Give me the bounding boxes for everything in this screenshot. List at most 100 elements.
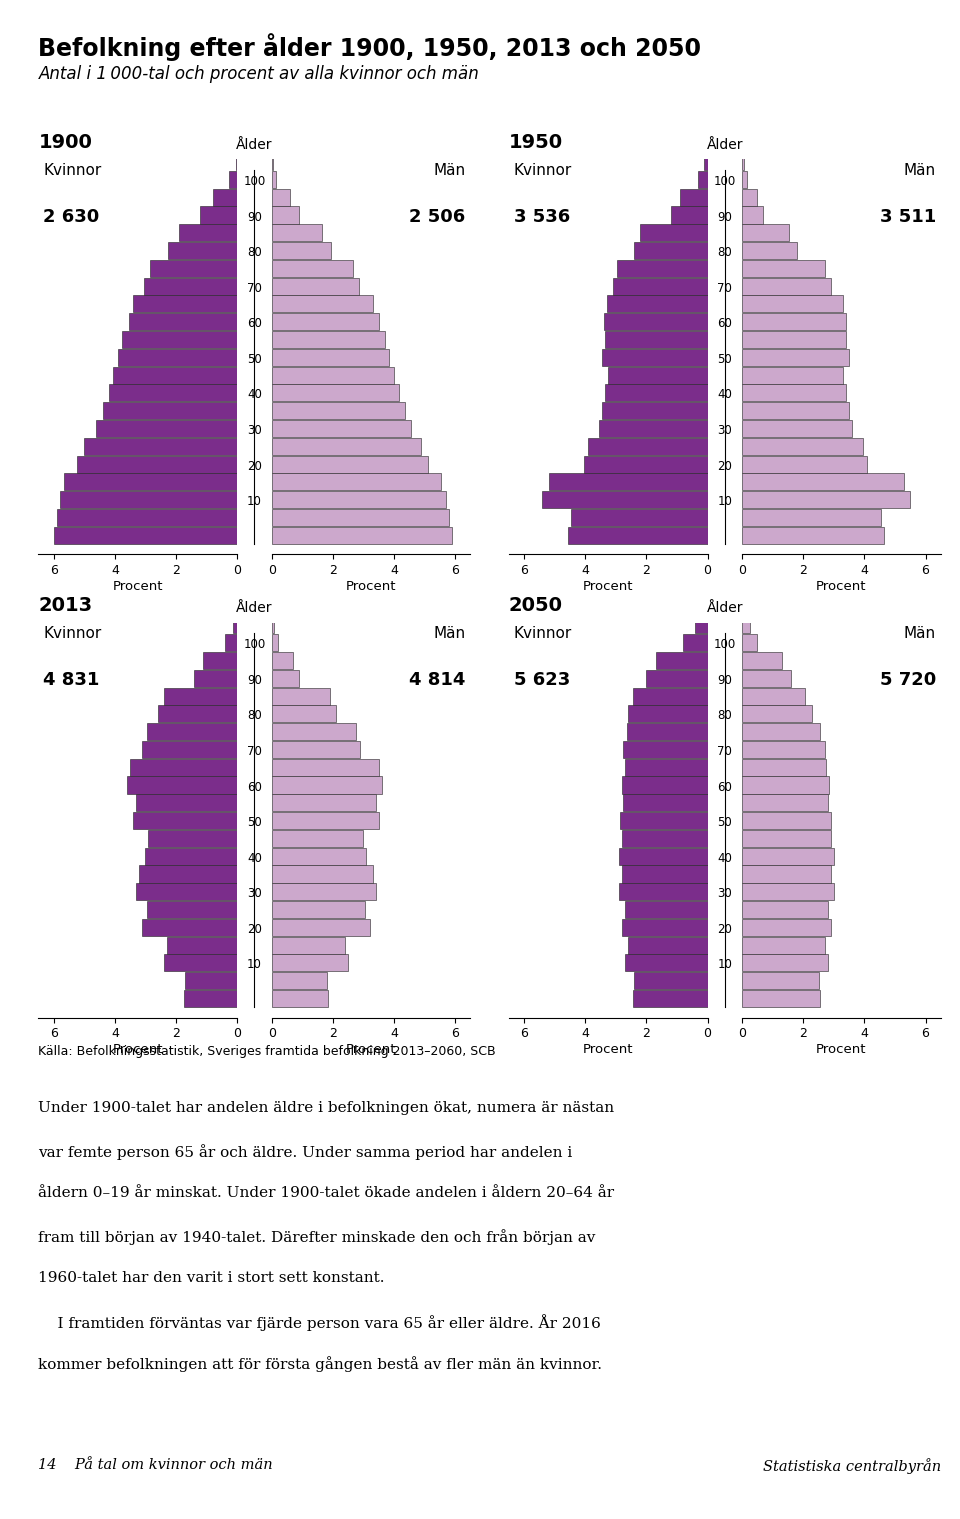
Bar: [272, 527, 452, 544]
Text: Ålder: Ålder: [707, 602, 743, 615]
Text: 60: 60: [247, 317, 262, 330]
Bar: [272, 295, 372, 313]
Text: 30: 30: [717, 424, 732, 437]
Text: 50: 50: [717, 352, 732, 366]
Bar: [272, 848, 367, 864]
Bar: [272, 509, 449, 526]
Bar: [64, 474, 237, 491]
Text: 70: 70: [717, 744, 732, 758]
Bar: [272, 491, 446, 509]
Bar: [742, 866, 830, 883]
Bar: [97, 419, 237, 437]
Text: Källa: Befolkningsstatistik, Sveriges framtida befolkning 2013–2060, SCB: Källa: Befolkningsstatistik, Sveriges fr…: [38, 1045, 496, 1059]
Text: 5 623: 5 623: [514, 671, 570, 690]
Text: Män: Män: [434, 626, 466, 641]
Bar: [742, 937, 825, 954]
Bar: [57, 509, 237, 526]
Bar: [742, 705, 812, 723]
Bar: [656, 652, 708, 668]
Bar: [742, 331, 846, 348]
Bar: [602, 403, 708, 419]
Bar: [742, 633, 757, 652]
Text: 60: 60: [717, 781, 732, 793]
Bar: [588, 437, 708, 454]
Bar: [742, 491, 910, 509]
Text: 10: 10: [717, 958, 732, 972]
Bar: [548, 474, 708, 491]
Bar: [742, 260, 825, 276]
Bar: [625, 901, 708, 917]
X-axis label: Procent: Procent: [346, 580, 396, 592]
X-axis label: Procent: Procent: [112, 580, 163, 592]
Bar: [103, 403, 237, 419]
Text: 100: 100: [713, 175, 736, 188]
Text: 1960-talet har den varit i stort sett konstant.: 1960-talet har den varit i stort sett ko…: [38, 1271, 385, 1285]
Bar: [272, 901, 365, 917]
Bar: [698, 170, 708, 188]
Bar: [742, 170, 747, 188]
Bar: [149, 829, 237, 848]
Text: Kvinnor: Kvinnor: [514, 626, 572, 641]
Bar: [272, 670, 300, 687]
Bar: [168, 242, 237, 260]
Bar: [742, 741, 825, 758]
Text: Män: Män: [904, 163, 936, 178]
Bar: [628, 937, 708, 954]
Text: 30: 30: [717, 887, 732, 901]
Bar: [60, 491, 237, 509]
Bar: [622, 829, 708, 848]
Text: 80: 80: [717, 246, 732, 260]
X-axis label: Procent: Procent: [583, 1044, 634, 1056]
Text: 30: 30: [247, 887, 262, 901]
Bar: [272, 384, 398, 401]
X-axis label: Procent: Procent: [346, 1044, 396, 1056]
Text: 90: 90: [717, 674, 732, 687]
Bar: [742, 366, 843, 384]
Bar: [742, 527, 884, 544]
Bar: [272, 758, 378, 776]
Bar: [272, 349, 390, 366]
Text: 3 511: 3 511: [879, 208, 936, 226]
Text: 3 536: 3 536: [514, 208, 570, 226]
Bar: [272, 829, 364, 848]
Bar: [742, 919, 830, 936]
Bar: [133, 813, 237, 829]
Bar: [742, 509, 881, 526]
Text: 10: 10: [247, 495, 262, 509]
Bar: [145, 848, 237, 864]
Bar: [272, 813, 378, 829]
Bar: [742, 278, 830, 295]
X-axis label: Procent: Procent: [112, 1044, 163, 1056]
Text: Män: Män: [434, 163, 466, 178]
Bar: [742, 990, 820, 1007]
Text: I framtiden förväntas var fjärde person vara 65 år eller äldre. År 2016: I framtiden förväntas var fjärde person …: [38, 1314, 601, 1331]
Bar: [742, 901, 828, 917]
Bar: [229, 170, 237, 188]
Bar: [272, 633, 277, 652]
Text: 80: 80: [717, 709, 732, 723]
Bar: [542, 491, 708, 509]
Text: 40: 40: [247, 389, 262, 401]
Text: 80: 80: [247, 709, 262, 723]
Bar: [272, 403, 405, 419]
Bar: [607, 295, 708, 313]
Bar: [272, 456, 427, 472]
Text: kommer befolkningen att för första gången bestå av fler män än kvinnor.: kommer befolkningen att för första gånge…: [38, 1356, 603, 1372]
Bar: [705, 153, 708, 170]
Text: 70: 70: [717, 281, 732, 295]
Text: Kvinnor: Kvinnor: [514, 163, 572, 178]
Text: 40: 40: [717, 852, 732, 864]
Bar: [272, 919, 370, 936]
Bar: [164, 954, 237, 972]
Bar: [272, 419, 411, 437]
Bar: [742, 384, 846, 401]
Bar: [742, 225, 789, 242]
Bar: [627, 723, 708, 740]
Text: Kvinnor: Kvinnor: [43, 163, 102, 178]
X-axis label: Procent: Procent: [583, 580, 634, 592]
X-axis label: Procent: Procent: [816, 1044, 867, 1056]
Text: 2013: 2013: [38, 595, 92, 615]
Bar: [622, 866, 708, 883]
Text: Befolkning efter ålder 1900, 1950, 2013 och 2050: Befolkning efter ålder 1900, 1950, 2013 …: [38, 33, 702, 61]
Bar: [742, 954, 828, 972]
